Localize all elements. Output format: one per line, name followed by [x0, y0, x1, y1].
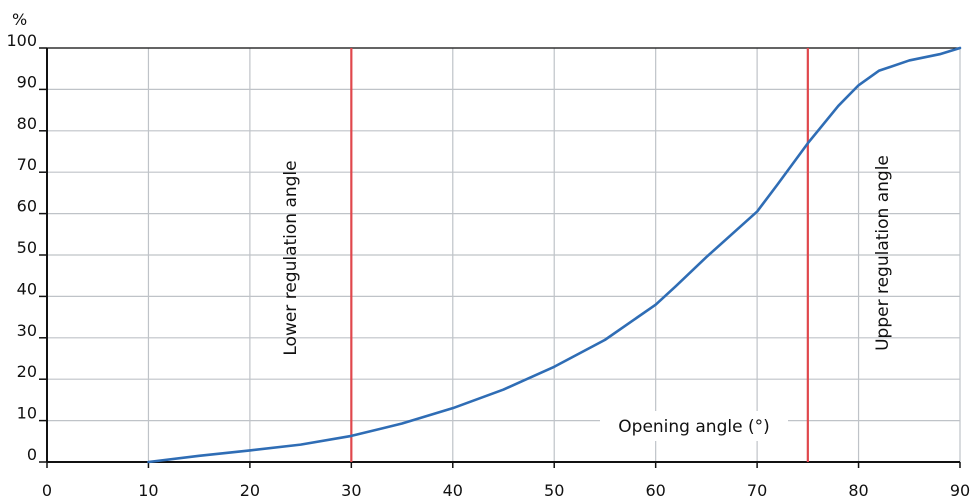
x-tick-label: 20: [240, 481, 260, 500]
x-tick-label: 80: [848, 481, 868, 500]
x-tick-label: 30: [341, 481, 361, 500]
x-tick-label: 50: [544, 481, 564, 500]
upper-regulation-angle-label: Upper regulation angle: [873, 155, 893, 351]
y-tick-label: 10: [17, 404, 37, 423]
lower-regulation-angle-label: Lower regulation angle: [281, 160, 301, 355]
labels-layer: 0 10 20 30 40 50 60 70 80 90 0 10 20 30 40 50 60 70 80 90 10…: [6, 31, 970, 500]
x-tick-label: 40: [443, 481, 463, 500]
y-tick-label: 80: [17, 114, 37, 133]
x-tick-label: 10: [138, 481, 158, 500]
y-tick-label: 40: [17, 279, 37, 298]
y-tick-label: 0: [27, 445, 37, 464]
x-tick-label: 90: [950, 481, 970, 500]
y-tick-label: 30: [17, 321, 37, 340]
y-tick-label: 90: [17, 72, 37, 91]
series-layer: [147, 46, 962, 464]
y-tick-label: 20: [17, 362, 37, 381]
y-tick-label: 70: [17, 155, 37, 174]
reference-lines-layer: [350, 48, 809, 462]
y-tick-label: 60: [17, 197, 37, 216]
x-tick-label: 60: [645, 481, 665, 500]
opening-angle-series-line: [147, 46, 962, 464]
x-tick-label: 0: [42, 481, 52, 500]
opening-angle-annotation: Opening angle (°): [618, 417, 769, 437]
opening-angle-label-background: [600, 411, 788, 441]
y-tick-label: 100: [6, 31, 37, 50]
y-tick-label: 50: [17, 238, 37, 257]
x-tick-label: 70: [747, 481, 767, 500]
y-axis-unit-label: %: [12, 10, 27, 29]
